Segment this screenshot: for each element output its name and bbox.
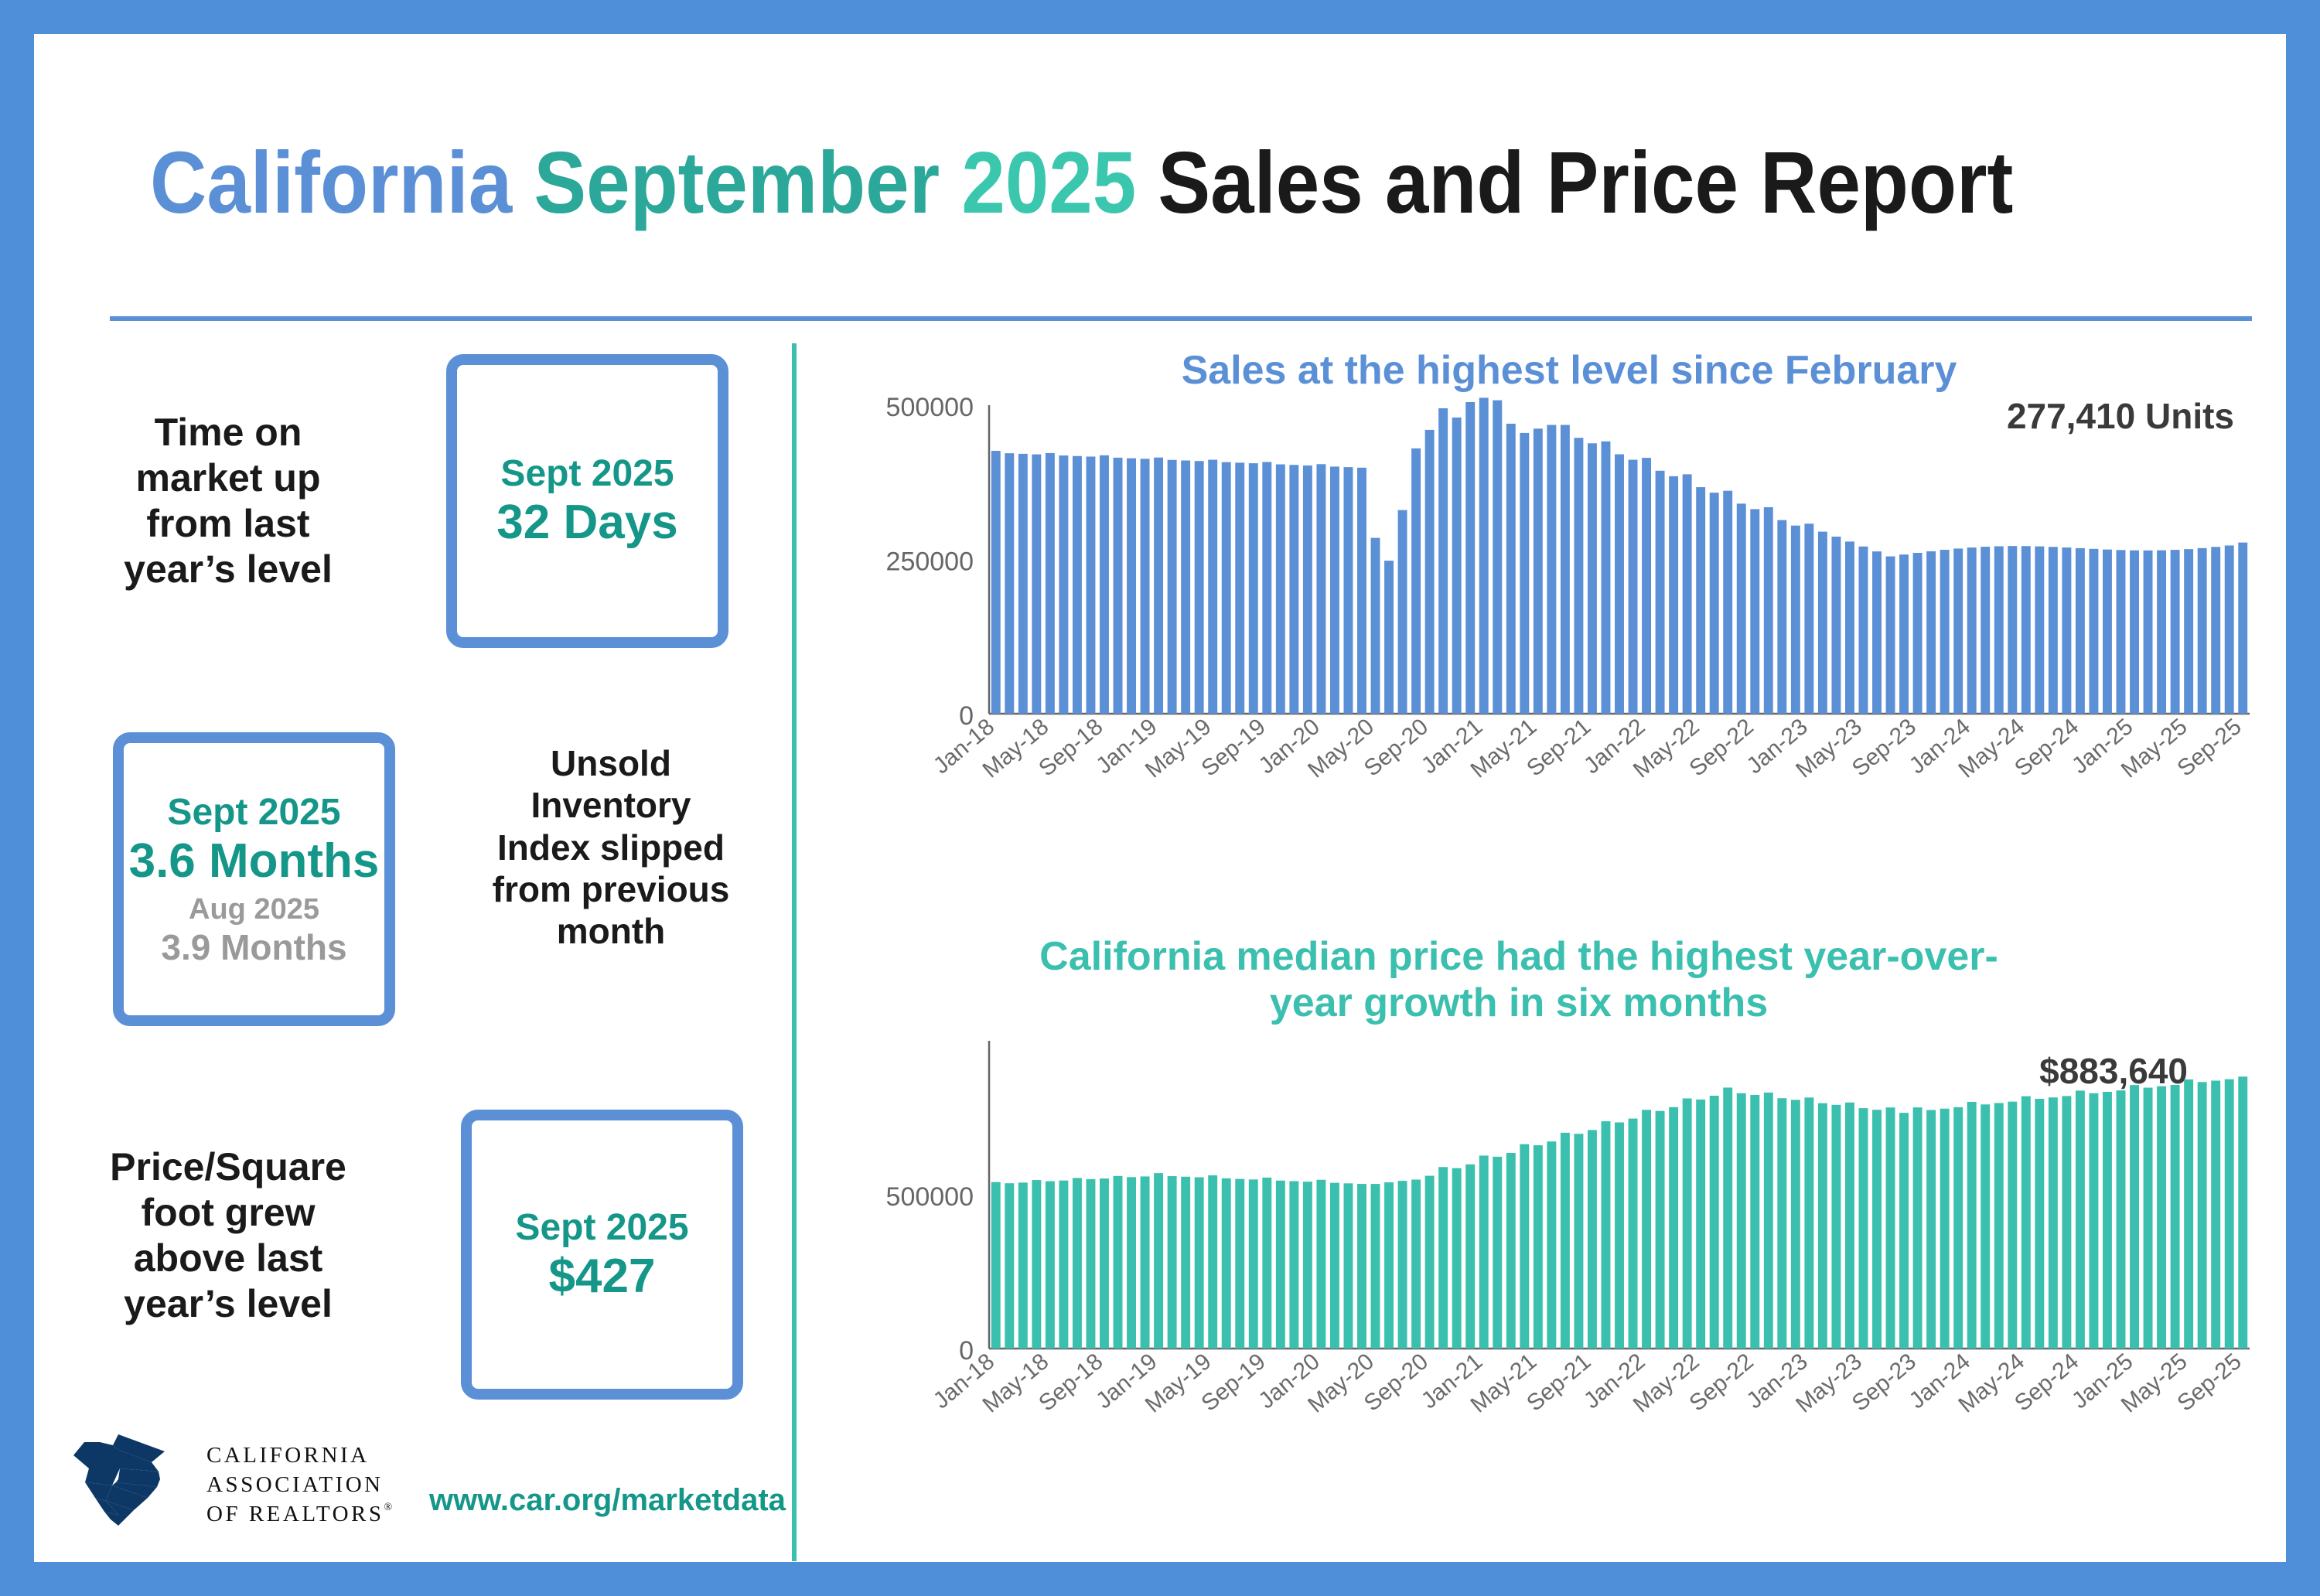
- svg-text:500000: 500000: [886, 1182, 974, 1212]
- svg-text:OF REALTORS®: OF REALTORS®: [206, 1502, 395, 1526]
- svg-text:250000: 250000: [886, 547, 974, 577]
- svg-text:ASSOCIATION: ASSOCIATION: [206, 1472, 384, 1497]
- svg-text:500000: 500000: [886, 397, 974, 422]
- svg-text:CALIFORNIA: CALIFORNIA: [206, 1443, 370, 1468]
